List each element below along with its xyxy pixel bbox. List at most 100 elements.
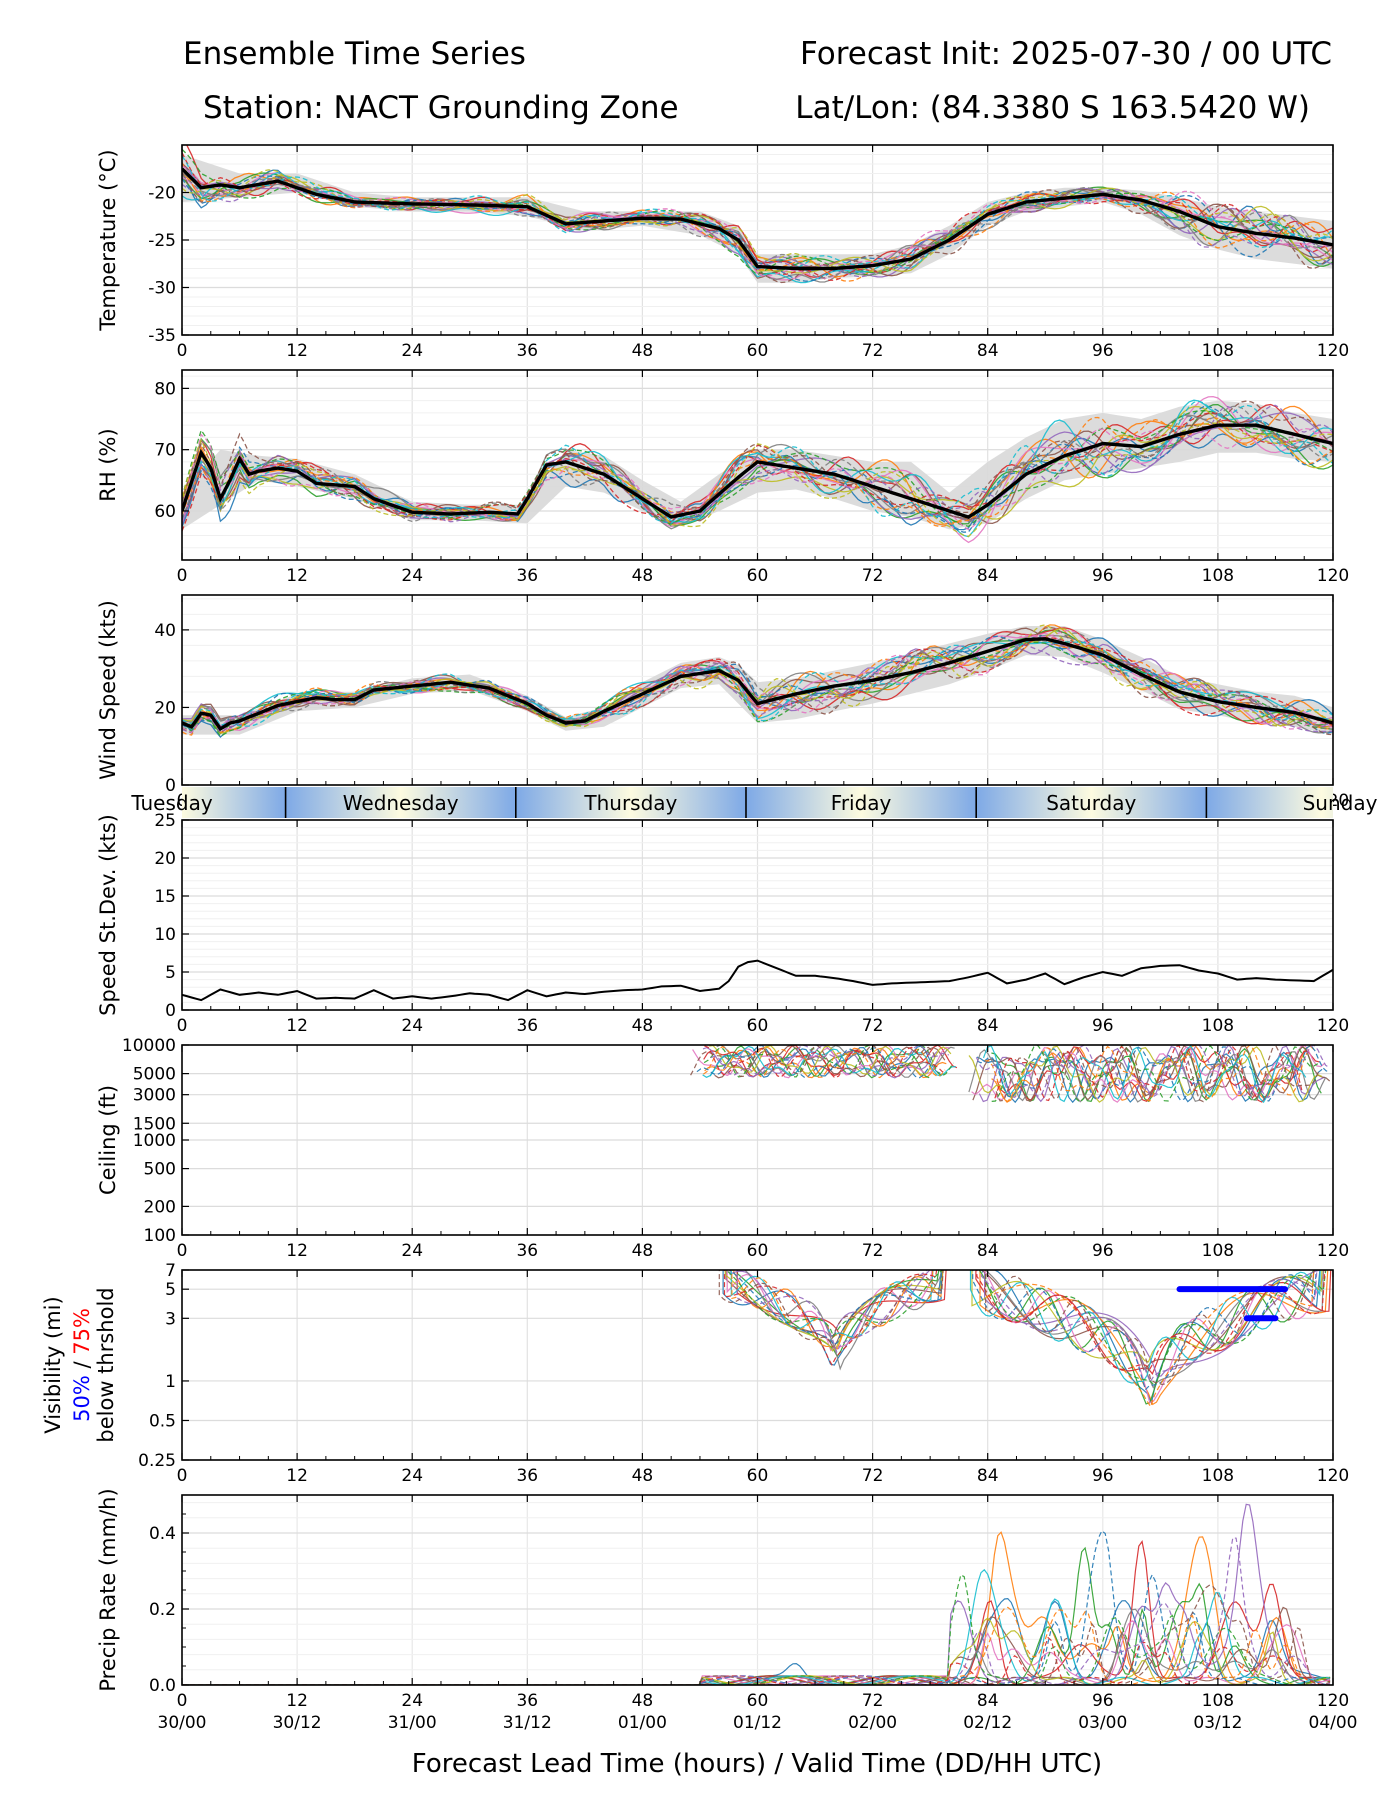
xtick-label-precip: 108 [1202,1691,1234,1711]
xtick-label-speed_stdev: 72 [862,1016,884,1036]
xtick-label-ceiling: 120 [1317,1241,1349,1261]
ensemble-member-wind [182,632,1333,730]
xtick-label-temperature: 36 [516,341,538,361]
ylabel-visibility: Visibility (mi) [41,1296,65,1433]
xtick-label-speed_stdev: 24 [401,1016,423,1036]
ceiling-member [690,1045,937,1078]
xtick-label-rh: 12 [286,566,308,586]
ytick-label-ceiling: 5000 [133,1065,176,1085]
header-right-line2: Lat/Lon: (84.3380 S 163.5420 W) [795,90,1310,126]
day-band-friday [745,787,977,818]
xtick-label-temperature: 12 [286,341,308,361]
ylabel-ceiling: Ceiling (ft) [96,1085,120,1195]
ceiling-member [709,1045,952,1076]
day-strip-labels: Tuesday Wednesday Thursday Friday Saturday Su… [130,787,1378,818]
xtick-label-temperature: 72 [862,341,884,361]
valid-time-label: 01/00 [618,1713,667,1733]
xtick-label-precip: 60 [747,1691,769,1711]
precip-member [182,1584,1331,1685]
ytick-label-temperature: -30 [148,279,176,299]
visibility-member [718,1270,944,1344]
day-label-tuesday: Tuesday [130,791,213,815]
visibility-member [976,1270,1326,1371]
xtick-label-temperature: 108 [1202,341,1234,361]
precip-member [182,1606,1331,1685]
xtick-label-temperature: 60 [747,341,769,361]
visibility-member [985,1270,1315,1408]
visibility-member [723,1270,938,1367]
xtick-label-speed_stdev: 96 [1092,1016,1114,1036]
visibility-50-label: 50% [70,1375,94,1422]
xtick-label-precip: 84 [977,1691,999,1711]
visibility-sep-label: / [70,1355,94,1375]
xtick-label-speed_stdev: 36 [516,1016,538,1036]
ytick-label-visibility: 1 [165,1372,176,1392]
plot-area-wind [182,624,1333,739]
ensemble-member-rh [182,422,1333,538]
ensemble-member-wind [182,629,1333,734]
valid-time-label: 30/00 [158,1713,207,1733]
xtick-label-ceiling: 84 [977,1241,999,1261]
ensemble-member-rh [182,412,1333,532]
ylabel-temperature: Temperature (°C) [96,149,120,331]
ensemble-member-temperature [182,155,1333,271]
xtick-label-visibility: 72 [862,1466,884,1486]
ensemble-member-temperature [182,148,1333,276]
xtick-label-ceiling: 36 [516,1241,538,1261]
precip-member [182,1606,1331,1685]
xtick-label-rh: 36 [516,566,538,586]
xtick-label-precip: 36 [516,1691,538,1711]
ceiling-member [702,1045,938,1079]
xtick-label-visibility: 36 [516,1466,538,1486]
visibility-member [969,1270,1321,1384]
ytick-label-precip: 0.0 [149,1676,176,1696]
ytick-label-visibility: 0.25 [138,1451,176,1471]
ytick-label-rh: 80 [154,379,176,399]
day-label-thursday: Thursday [583,791,677,815]
xtick-label-ceiling: 0 [177,1241,188,1261]
ceiling-member [976,1045,1331,1102]
precip-member [182,1529,1331,1685]
xtick-label-ceiling: 12 [286,1241,308,1261]
ensemble-member-wind [182,641,1333,738]
panel-speed_stdev: 0 5 10 15 20 25 0 12 24 36 48 60 72 84 96 108 120 Speed S… [96,811,1349,1036]
xtick-label-rh: 96 [1092,566,1114,586]
panel-rh: 60 70 80 0 12 24 36 48 60 72 84 96 108 120 RH (%) [96,369,1349,586]
ytick-label-ceiling: 10000 [122,1036,176,1056]
xtick-label-precip: 0 [177,1691,188,1711]
ceiling-member [994,1045,1303,1102]
xtick-label-temperature: 24 [401,341,423,361]
plot-area-precip [182,1503,1331,1685]
xtick-label-visibility: 60 [747,1466,769,1486]
xtick-label-visibility: 84 [977,1466,999,1486]
xtick-label-ceiling: 108 [1202,1241,1234,1261]
xtick-label-rh: 120 [1317,566,1349,586]
xtick-label-rh: 0 [177,566,188,586]
ytick-label-ceiling: 200 [144,1197,176,1217]
ytick-label-speed_stdev: 5 [165,963,176,983]
xtick-label-ceiling: 24 [401,1241,423,1261]
ytick-label-ceiling: 1000 [133,1131,176,1151]
ytick-label-ceiling: 3000 [133,1086,176,1106]
valid-time-label: 01/12 [733,1713,782,1733]
visibility-member [980,1270,1318,1384]
valid-time-label: 03/12 [1193,1713,1242,1733]
day-band-thursday [515,787,746,818]
ceiling-member [968,1045,1323,1103]
valid-time-label: 04/00 [1309,1713,1358,1733]
valid-time-label: 03/00 [1078,1713,1127,1733]
xtick-label-rh: 24 [401,566,423,586]
xtick-label-temperature: 120 [1317,341,1349,361]
ylabel-precip: Precip Rate (mm/h) [96,1488,120,1691]
ensemble-member-rh [182,427,1333,531]
day-strip [182,787,1333,818]
ytick-label-wind: 0 [165,776,176,796]
ceiling-member [982,1045,1307,1104]
visibility-member [731,1270,934,1339]
xtick-label-rh: 72 [862,566,884,586]
visibility-member [725,1270,944,1338]
precip-member [182,1636,1331,1685]
xtick-label-ceiling: 72 [862,1241,884,1261]
ytick-label-visibility: 3 [165,1309,176,1329]
